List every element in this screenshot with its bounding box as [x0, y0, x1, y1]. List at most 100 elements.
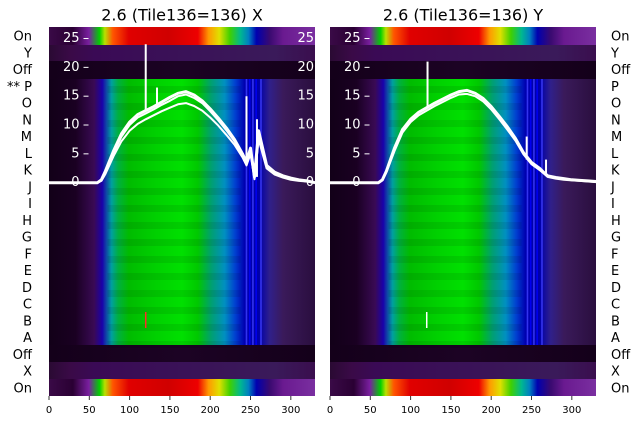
chart-title: 2.6 (Tile136=136) X [101, 6, 263, 25]
heatmap-streak [529, 79, 532, 345]
heatmap-stripe [107, 120, 241, 127]
row-label-left: Off [13, 348, 33, 363]
heatmap-stripe [388, 307, 522, 314]
heatmap-stripe [107, 324, 241, 331]
heatmap-band-on-bottom [49, 379, 315, 396]
x-axis: 0 50 100 150 200 250 300 [46, 396, 300, 416]
x-tick-label: 250 [241, 405, 260, 416]
x-tick-label: 50 [83, 405, 96, 416]
row-label-left: C [23, 298, 32, 313]
heatmap-streak [248, 79, 251, 345]
series-group [49, 44, 316, 328]
heatmap-band-on-top [330, 27, 596, 45]
row-label-right: X [611, 365, 620, 380]
heatmap-streak [541, 79, 543, 345]
row-label-left: F [25, 247, 32, 262]
heatmap-streak [260, 79, 262, 345]
chart-panel-y: 2.6 (Tile136=136) Y 0 5 10 15 20 250 50 100 150 20… [327, 6, 597, 416]
y-tick-label-ghost: 25 [297, 31, 314, 46]
series-line [330, 92, 597, 184]
row-label-left: G [22, 231, 32, 246]
series-group [330, 61, 597, 328]
x-axis: 0 50 100 150 200 250 300 [327, 396, 581, 416]
heatmap-stripe [388, 188, 522, 195]
heatmap-band-off-bottom [330, 345, 596, 362]
x-tick-label: 50 [364, 405, 377, 416]
y-tick-label-ghost: 15 [297, 89, 314, 104]
heatmap-stripe [388, 86, 522, 93]
y-tick-label: 20 [63, 60, 80, 75]
heatmap-stripe [107, 256, 241, 263]
heatmap-stripe [107, 154, 241, 161]
heatmap-band-y [49, 45, 315, 61]
heatmap-stripe [388, 103, 522, 110]
heatmap-stripe [388, 290, 522, 297]
x-tick-label: 250 [522, 405, 541, 416]
row-label-right: Off [611, 63, 631, 78]
row-label-left: ** P [7, 80, 32, 95]
row-label-left: J [27, 180, 32, 195]
heatmap-streak [252, 79, 254, 345]
heatmap-stripe [388, 222, 522, 229]
heatmap-band-main [330, 79, 596, 345]
y-tick-label: 20 [344, 60, 361, 75]
heatmap-streak [526, 79, 529, 345]
row-label-right: K [611, 164, 620, 179]
row-label-right: M [611, 130, 622, 145]
row-label-left: A [23, 331, 32, 346]
heatmap-stripe [388, 154, 522, 161]
x-tick-label: 100 [401, 405, 420, 416]
series-line [330, 88, 597, 185]
x-tick-label: 300 [281, 405, 300, 416]
row-label-right: I [611, 197, 615, 212]
heatmap-stripe [107, 239, 241, 246]
row-label-right: O [611, 97, 621, 112]
heatmap-stripe [107, 290, 241, 297]
row-label-right: A [611, 331, 620, 346]
heatmap-stripe [107, 341, 241, 348]
heatmap-background [330, 27, 596, 396]
row-label-right: On [611, 30, 629, 45]
y-tick-label: 5 [352, 146, 360, 161]
heatmap-streak [536, 79, 538, 345]
series-line [49, 93, 316, 184]
row-label-right: D [611, 281, 621, 296]
x-tick-label: 100 [120, 405, 139, 416]
row-label-left: X [23, 365, 32, 380]
x-tick-label: 200 [201, 405, 220, 416]
row-label-right: Y [610, 46, 619, 61]
row-label-right: B [611, 314, 620, 329]
x-tick-label: 0 [46, 405, 52, 416]
heatmap-band-main [49, 79, 315, 345]
x-tick-label: 200 [482, 405, 501, 416]
heatmap-band-off-bottom [49, 345, 315, 362]
heatmap-stripe [107, 273, 241, 280]
heatmap-streak [533, 79, 535, 345]
row-label-right: E [611, 264, 619, 279]
y-tick-label-ghost: 20 [297, 60, 314, 75]
heatmap-band-x [49, 362, 315, 379]
y-tick-label-ghost: 5 [306, 146, 314, 161]
heatmap-stripe [107, 188, 241, 195]
row-label-left: Off [13, 63, 33, 78]
row-label-right: Off [611, 348, 631, 363]
row-label-left: N [22, 113, 32, 128]
heatmap-band-x [330, 362, 596, 379]
row-label-right: H [611, 214, 621, 229]
row-label-right: C [611, 298, 620, 313]
y-tick-label: 15 [344, 89, 361, 104]
y-tick-label: 15 [63, 89, 80, 104]
heatmap-band-on-bottom [330, 379, 596, 396]
heatmap-stripe [107, 137, 241, 144]
x-tick-label: 150 [160, 405, 179, 416]
row-label-left: On [14, 381, 32, 396]
heatmap-streak [245, 79, 248, 345]
heatmap-band-off-top [49, 61, 315, 79]
y-tick-label: 10 [63, 118, 80, 133]
row-label-right: L [611, 147, 619, 162]
x-tick-label: 300 [562, 405, 581, 416]
